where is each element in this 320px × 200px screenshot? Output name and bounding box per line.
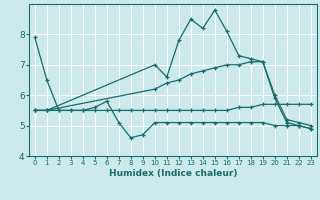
X-axis label: Humidex (Indice chaleur): Humidex (Indice chaleur)	[108, 169, 237, 178]
